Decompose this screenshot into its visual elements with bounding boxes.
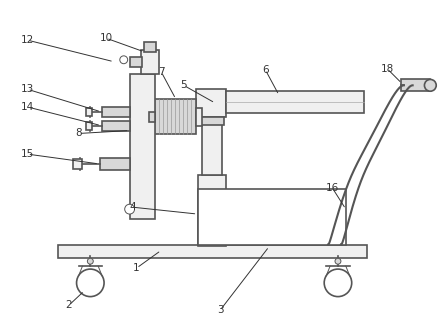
Bar xyxy=(198,189,346,245)
Text: 15: 15 xyxy=(21,149,34,159)
Circle shape xyxy=(76,269,104,297)
Text: 14: 14 xyxy=(21,102,34,112)
Circle shape xyxy=(424,79,436,91)
Circle shape xyxy=(335,258,341,264)
Circle shape xyxy=(120,56,128,64)
Bar xyxy=(149,112,155,122)
Text: 2: 2 xyxy=(65,300,72,310)
Text: 16: 16 xyxy=(325,183,339,193)
Text: 10: 10 xyxy=(99,33,113,43)
Text: 3: 3 xyxy=(217,305,223,315)
Bar xyxy=(58,245,368,258)
Bar xyxy=(198,175,226,246)
Text: 7: 7 xyxy=(158,66,164,77)
Bar xyxy=(73,159,83,169)
Text: 8: 8 xyxy=(75,128,82,138)
Circle shape xyxy=(125,204,135,214)
Text: 12: 12 xyxy=(21,35,34,45)
Bar xyxy=(87,122,92,130)
Text: 18: 18 xyxy=(381,64,394,74)
Bar xyxy=(202,101,222,175)
Text: 5: 5 xyxy=(180,80,187,90)
Bar xyxy=(100,158,130,170)
Text: 6: 6 xyxy=(262,65,269,74)
Bar xyxy=(198,117,224,125)
Text: 1: 1 xyxy=(133,263,140,273)
Bar xyxy=(196,108,202,126)
Bar xyxy=(144,42,156,52)
Bar xyxy=(130,57,143,67)
Bar xyxy=(226,91,364,113)
Text: 13: 13 xyxy=(21,84,34,94)
Bar xyxy=(102,107,130,117)
Bar xyxy=(87,108,92,116)
Circle shape xyxy=(324,269,352,297)
Bar xyxy=(130,74,155,219)
Bar xyxy=(153,99,196,134)
Bar xyxy=(196,89,226,117)
Circle shape xyxy=(87,258,93,264)
Bar xyxy=(142,50,159,74)
Bar xyxy=(102,121,130,131)
Text: 4: 4 xyxy=(129,202,136,212)
Bar xyxy=(401,79,430,91)
